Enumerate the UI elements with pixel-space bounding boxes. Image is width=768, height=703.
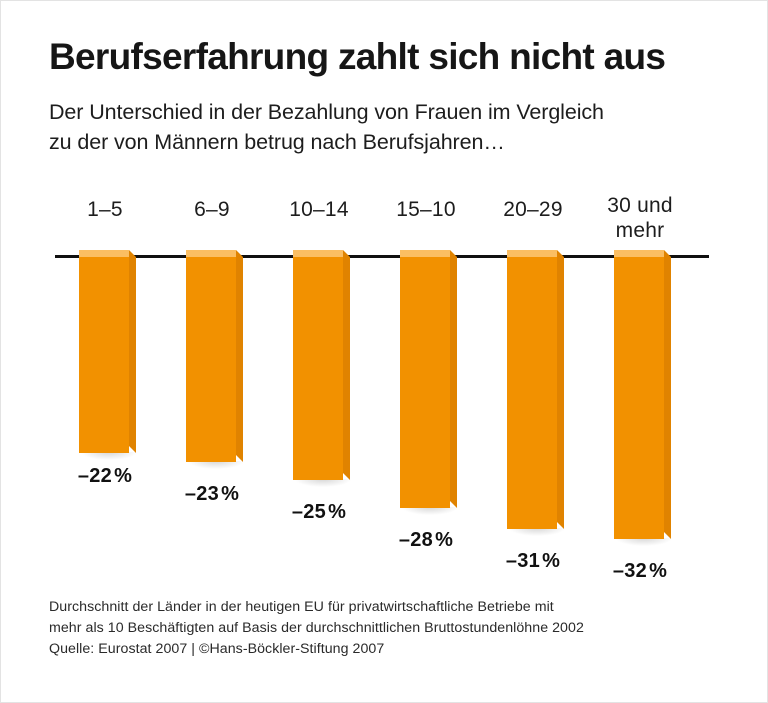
- bar-4-top-bevel: [400, 250, 407, 257]
- page-title: Berufserfahrung zahlt sich nicht aus: [49, 36, 666, 77]
- bar-4-top-face: [400, 250, 450, 257]
- bar-3-top-face: [293, 250, 343, 257]
- bar-5-shadow: [509, 528, 565, 536]
- category-label-1: 1–5: [57, 197, 153, 222]
- bar-2-top-face: [186, 250, 236, 257]
- value-label-5-unit: %: [542, 550, 561, 572]
- bar-5-side-face: [557, 250, 564, 529]
- category-label-2-line-1: 6–9: [194, 198, 230, 221]
- chart-subtitle-line-1: Der Unterschied in der Bezahlung von Fra…: [49, 100, 604, 124]
- bar-5-front-face: [507, 257, 557, 529]
- value-label-4-number: –28: [398, 529, 434, 551]
- bar-3-side-face: [343, 250, 350, 480]
- footnote-line-2: mehr als 10 Beschäftigten auf Basis der …: [49, 620, 584, 636]
- category-label-4: 15–10: [378, 197, 474, 222]
- category-label-3-line-1: 10–14: [289, 198, 349, 221]
- chart-subtitle-line-2: zu der von Männern betrug nach Berufsjah…: [49, 130, 505, 154]
- chart-header: Berufserfahrung zahlt sich nicht aus Der…: [49, 35, 739, 157]
- value-label-2-unit: %: [221, 483, 240, 505]
- bar-6-top-bevel: [614, 250, 621, 257]
- value-label-2-number: –23: [184, 483, 220, 505]
- bar-4-shadow: [402, 507, 458, 515]
- bar-6-shadow: [616, 538, 672, 546]
- footnote-line-1: Durchschnitt der Länder in der heutigen …: [49, 599, 554, 615]
- category-label-5-line-1: 20–29: [503, 198, 563, 221]
- chart-axis-line: [55, 255, 709, 258]
- bar-6-side-face: [664, 250, 671, 539]
- value-label-4-unit: %: [435, 529, 454, 551]
- chart-subtitle: Der Unterschied in der Bezahlung von Fra…: [49, 97, 739, 157]
- bar-3-shadow: [295, 479, 351, 487]
- bar-2-side-face: [236, 250, 243, 462]
- bar-5-top-bevel: [507, 250, 514, 257]
- value-label-5: –31%: [485, 550, 581, 573]
- footnote-source-line: Quelle: Eurostat 2007 | ©Hans-Böckler-St…: [49, 641, 385, 657]
- bar-4-side-face: [450, 250, 457, 508]
- bar-1-side-face: [129, 250, 136, 453]
- bar-2-shadow: [188, 461, 244, 469]
- category-label-1-line-1: 1–5: [87, 198, 123, 221]
- value-label-3-unit: %: [328, 501, 347, 523]
- value-label-3: –25%: [271, 501, 367, 524]
- value-label-3-number: –25: [291, 501, 327, 523]
- bar-2-front-face: [186, 257, 236, 462]
- value-label-1: –22%: [57, 465, 153, 488]
- value-label-6-unit: %: [649, 560, 668, 582]
- bar-4-front-face: [400, 257, 450, 508]
- category-label-6: 30 und mehr: [592, 193, 688, 243]
- value-label-5-number: –31: [505, 550, 541, 572]
- category-label-4-line-1: 15–10: [396, 198, 456, 221]
- bar-2-top-bevel: [186, 250, 193, 257]
- bar-1-top-face: [79, 250, 129, 257]
- category-label-6-line-2: mehr: [615, 219, 665, 242]
- bar-6-top-face: [614, 250, 664, 257]
- value-label-2: –23%: [164, 483, 260, 506]
- value-label-1-number: –22: [77, 465, 113, 487]
- bar-3-top-bevel: [293, 250, 300, 257]
- value-label-4: –28%: [378, 529, 474, 552]
- value-label-6-number: –32: [612, 560, 648, 582]
- category-label-6-line-1: 30 und: [607, 194, 673, 217]
- value-label-1-unit: %: [114, 465, 133, 487]
- category-label-5: 20–29: [485, 197, 581, 222]
- value-label-6: –32%: [592, 560, 688, 583]
- bar-1-front-face: [79, 257, 129, 453]
- chart-footnote: Durchschnitt der Länder in der heutigen …: [49, 597, 749, 660]
- category-label-2: 6–9: [164, 197, 260, 222]
- bar-6-front-face: [614, 257, 664, 539]
- bar-5-top-face: [507, 250, 557, 257]
- bar-3-front-face: [293, 257, 343, 480]
- bar-1-shadow: [81, 452, 137, 460]
- bar-1-top-bevel: [79, 250, 86, 257]
- category-label-3: 10–14: [271, 197, 367, 222]
